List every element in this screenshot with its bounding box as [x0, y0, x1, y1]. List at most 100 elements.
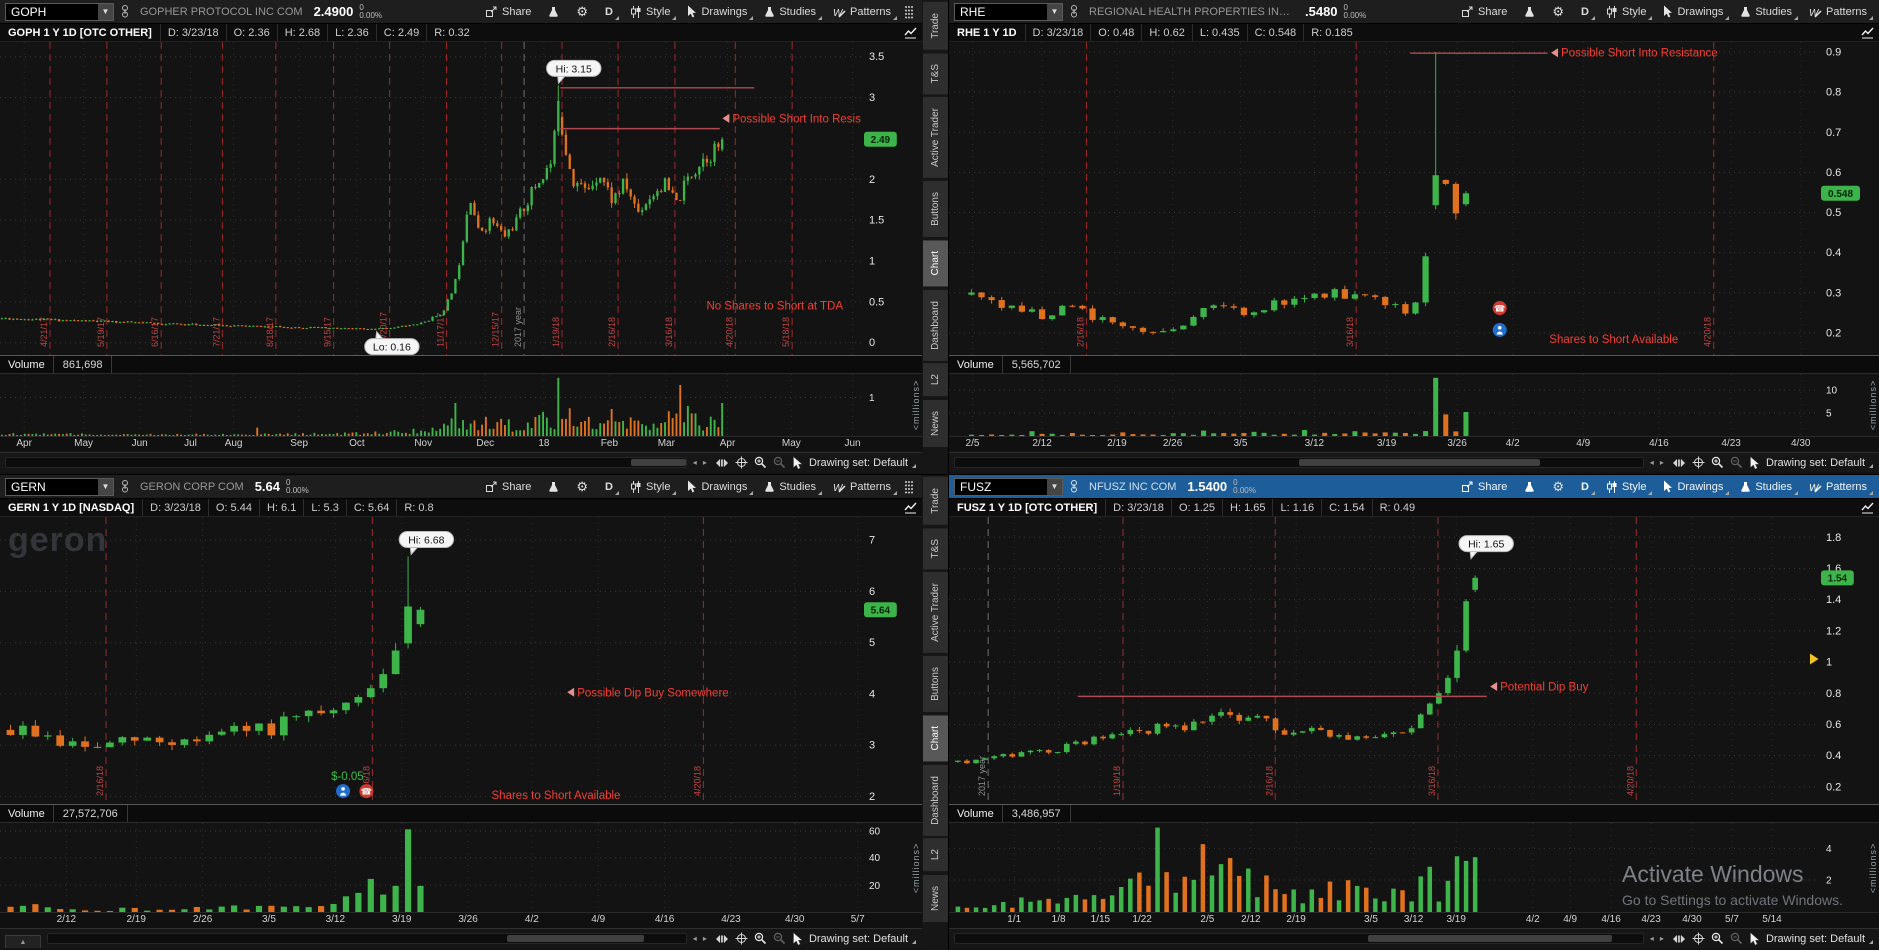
zoom-out-icon[interactable] [773, 456, 786, 469]
side-tab-news[interactable]: News [923, 874, 948, 922]
settings-gear-button[interactable]: ⚙ [1545, 477, 1571, 496]
chart-scrollbar[interactable] [954, 457, 1644, 468]
crosshair-icon[interactable] [735, 932, 748, 945]
symbol-dropdown-icon[interactable]: ▼ [98, 3, 113, 20]
drawing-set-selector[interactable]: Drawing set: Default [809, 457, 917, 469]
rhe-volume-chart[interactable]: <millions> 10 5 [949, 374, 1879, 436]
zoom-out-icon[interactable] [1730, 456, 1743, 469]
chart-mode-icon[interactable] [904, 27, 917, 39]
studies-button[interactable]: Studies [757, 477, 823, 496]
symbol-combobox[interactable]: FUSZ ▼ [954, 477, 1063, 496]
side-tab-trade[interactable]: Trade [923, 2, 948, 50]
settings-gear-button[interactable]: ⚙ [569, 477, 595, 496]
symbol-dropdown-icon[interactable]: ▼ [1047, 3, 1062, 20]
zoom-in-icon[interactable] [754, 456, 767, 469]
style-button[interactable]: Style [1599, 2, 1653, 21]
side-tab-trade[interactable]: Trade [923, 477, 948, 525]
zoom-out-icon[interactable] [1730, 932, 1743, 945]
timeframe-button[interactable]: D [1574, 2, 1596, 21]
crosshair-icon[interactable] [735, 456, 748, 469]
drawings-button[interactable]: Drawings [1656, 2, 1730, 21]
pan-mode-icon[interactable] [1672, 933, 1686, 945]
rhe-price-chart[interactable]: 0.9 0.8 0.7 0.6 0.5 0.4 0.3 0.2 2/16/18 3/16/18 4/… [949, 41, 1879, 355]
studies-button[interactable]: Studies [1733, 477, 1799, 496]
drawings-button[interactable]: Drawings [1656, 477, 1730, 496]
crosshair-icon[interactable] [1692, 932, 1705, 945]
timeframe-button[interactable]: D [598, 2, 620, 21]
cursor-icon[interactable] [1749, 455, 1760, 470]
settings-gear-button[interactable]: ⚙ [569, 2, 595, 21]
patterns-button[interactable]: W Patterns [1802, 2, 1874, 21]
pan-mode-icon[interactable] [1672, 457, 1686, 469]
crosshair-icon[interactable] [1692, 456, 1705, 469]
side-tab-dashboard[interactable]: Dashboard [923, 289, 948, 361]
symbol-input[interactable]: FUSZ [960, 479, 992, 494]
restore-panel-tab[interactable]: ▲ [5, 935, 41, 948]
studies-button[interactable]: Studies [757, 2, 823, 21]
chart-scrollbar[interactable] [954, 933, 1644, 944]
cursor-icon[interactable] [792, 931, 803, 946]
symbol-input[interactable]: RHE [960, 4, 986, 19]
side-tab-buttons[interactable]: Buttons [923, 656, 948, 713]
side-tab-chart[interactable]: Chart [923, 715, 948, 762]
side-tab-ts[interactable]: T&S [923, 52, 948, 95]
side-tab-buttons[interactable]: Buttons [923, 181, 948, 238]
timeframe-button[interactable]: D [598, 477, 620, 496]
link-icon[interactable] [117, 480, 133, 493]
side-tab-active-trader[interactable]: Active Trader [923, 97, 948, 179]
quick-study-flask-button[interactable] [541, 477, 566, 496]
chart-scrollbar[interactable] [5, 457, 687, 468]
patterns-button[interactable]: W Patterns [826, 2, 898, 21]
quick-study-flask-button[interactable] [1517, 477, 1542, 496]
scroll-arrows[interactable]: ◂ ▸ [692, 458, 709, 467]
patterns-button[interactable]: W Patterns [1802, 477, 1874, 496]
side-tab-news[interactable]: News [923, 399, 948, 447]
chart-mode-icon[interactable] [1861, 27, 1874, 39]
cursor-icon[interactable] [792, 455, 803, 470]
quick-study-flask-button[interactable] [541, 2, 566, 21]
fusz-volume-chart[interactable]: <millions> Activate Windows Go to Settin… [949, 823, 1879, 912]
quick-study-flask-button[interactable] [1517, 2, 1542, 21]
patterns-button[interactable]: W Patterns [826, 477, 898, 496]
zoom-in-icon[interactable] [754, 932, 767, 945]
symbol-input[interactable]: GOPH [11, 4, 47, 19]
symbol-combobox[interactable]: GOPH ▼ [5, 2, 114, 21]
zoom-in-icon[interactable] [1711, 456, 1724, 469]
pan-mode-icon[interactable] [715, 457, 729, 469]
drawings-button[interactable]: Drawings [680, 2, 754, 21]
timeframe-button[interactable]: D [1574, 477, 1596, 496]
scroll-arrows[interactable]: ◂ ▸ [692, 934, 709, 943]
drawings-button[interactable]: Drawings [680, 477, 754, 496]
chart-scrollbar[interactable] [47, 933, 687, 944]
side-tab-chart[interactable]: Chart [923, 240, 948, 287]
side-tab-l2[interactable]: L2 [923, 838, 948, 872]
symbol-input[interactable]: GERN [11, 479, 46, 494]
goph-price-chart[interactable]: 3.5 3 2 1.5 1 0.5 0 4/21/17 5/19/17 6/16/17 7/21/1… [0, 41, 922, 355]
goph-volume-chart[interactable]: <millions> 1 [0, 374, 922, 436]
zoom-in-icon[interactable] [1711, 932, 1724, 945]
zoom-out-icon[interactable] [773, 932, 786, 945]
share-button[interactable]: Share [478, 477, 538, 496]
fusz-price-chart[interactable]: 1.8 1.6 1.4 1.2 1 0.8 0.6 0.4 0.2 2017 year 1/19/1… [949, 516, 1879, 804]
drawing-set-selector[interactable]: Drawing set: Default [1766, 457, 1874, 469]
studies-button[interactable]: Studies [1733, 2, 1799, 21]
symbol-dropdown-icon[interactable]: ▼ [98, 478, 113, 495]
drawing-set-selector[interactable]: Drawing set: Default [809, 933, 917, 945]
settings-gear-button[interactable]: ⚙ [1545, 2, 1571, 21]
side-tab-dashboard[interactable]: Dashboard [923, 764, 948, 836]
drawing-set-selector[interactable]: Drawing set: Default [1766, 933, 1874, 945]
share-button[interactable]: Share [478, 2, 538, 21]
symbol-combobox[interactable]: GERN ▼ [5, 477, 114, 496]
pan-mode-icon[interactable] [715, 933, 729, 945]
cursor-icon[interactable] [1749, 931, 1760, 946]
side-tab-l2[interactable]: L2 [923, 363, 948, 397]
grid-layout-icon[interactable] [901, 5, 917, 19]
share-button[interactable]: Share [1454, 2, 1514, 21]
side-tab-active-trader[interactable]: Active Trader [923, 572, 948, 654]
symbol-dropdown-icon[interactable]: ▼ [1047, 478, 1062, 495]
style-button[interactable]: Style [1599, 477, 1653, 496]
link-icon[interactable] [1066, 5, 1082, 18]
symbol-combobox[interactable]: RHE ▼ [954, 2, 1063, 21]
style-button[interactable]: Style [623, 477, 677, 496]
link-icon[interactable] [1066, 480, 1082, 493]
